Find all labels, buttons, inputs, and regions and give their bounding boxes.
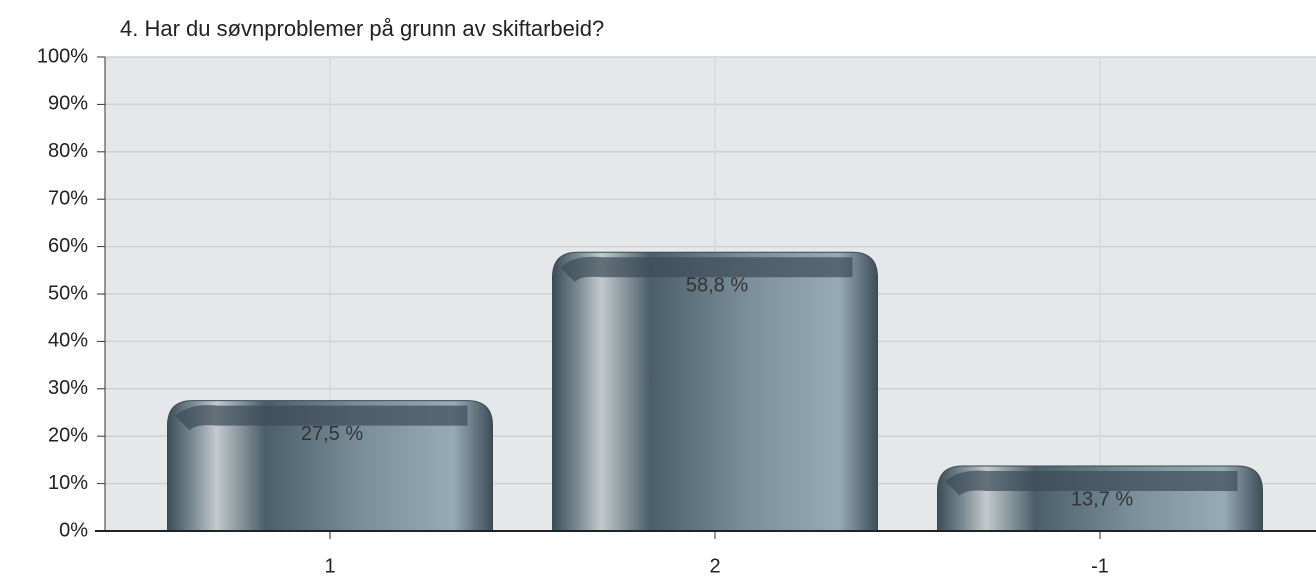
bar-rim — [945, 470, 1238, 497]
y-tick-label: 50% — [48, 282, 88, 304]
value-label: 27,5 % — [301, 423, 363, 445]
y-tick-label: 70% — [48, 187, 88, 209]
x-tick-label: -1 — [1091, 555, 1109, 577]
y-tick-label: 20% — [48, 424, 88, 446]
bar — [167, 400, 493, 532]
y-tick-label: 80% — [48, 140, 88, 162]
y-tick-label: 100% — [37, 45, 88, 67]
bar-rim — [175, 405, 468, 431]
y-tick-label: 10% — [48, 472, 88, 494]
bar-rim — [560, 256, 853, 283]
chart-title: 4. Har du søvnproblemer på grunn av skif… — [120, 16, 604, 41]
y-tick-label: 0% — [59, 519, 88, 541]
y-tick-label: 30% — [48, 377, 88, 399]
value-label: 58,8 % — [686, 275, 748, 297]
y-tick-label: 60% — [48, 235, 88, 257]
value-label: 13,7 % — [1071, 488, 1133, 510]
y-tick-label: 40% — [48, 330, 88, 352]
bar — [552, 251, 878, 532]
x-tick-label: 2 — [709, 555, 720, 577]
y-tick-label: 90% — [48, 93, 88, 115]
x-tick-label: 1 — [324, 555, 335, 577]
